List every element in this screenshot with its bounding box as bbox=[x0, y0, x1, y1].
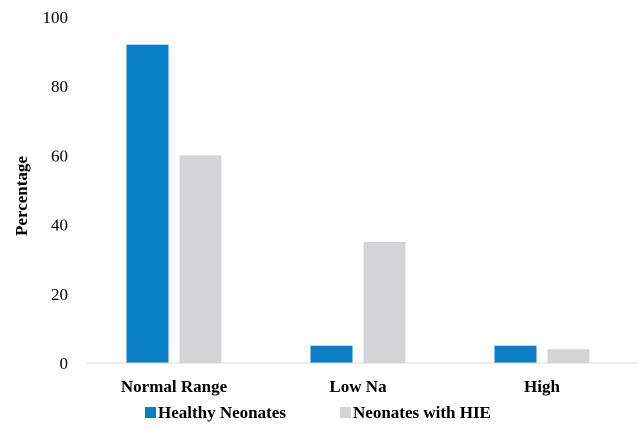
y-tick-label: 80 bbox=[51, 77, 68, 96]
x-axis-categories: Normal Range Low Na High bbox=[121, 377, 561, 396]
y-tick-label: 40 bbox=[51, 216, 68, 235]
y-tick-label: 0 bbox=[60, 354, 69, 373]
bar-hie-0 bbox=[179, 155, 222, 363]
y-tick-label: 100 bbox=[43, 8, 69, 27]
x-category-label: Low Na bbox=[329, 377, 387, 396]
bar-healthy-1 bbox=[310, 345, 353, 363]
bar-healthy-2 bbox=[494, 345, 537, 363]
bars bbox=[126, 44, 590, 364]
y-tick-label: 20 bbox=[51, 285, 68, 304]
legend-swatch bbox=[340, 407, 351, 418]
legend: Healthy Neonates Neonates with HIE bbox=[145, 403, 491, 422]
y-axis-ticks: 0 20 40 60 80 100 bbox=[43, 8, 69, 373]
legend-label: Neonates with HIE bbox=[353, 403, 491, 422]
legend-swatch bbox=[145, 407, 156, 418]
x-category-label: Normal Range bbox=[121, 377, 228, 396]
bar-hie-2 bbox=[547, 349, 590, 363]
bar-hie-1 bbox=[363, 241, 406, 363]
y-axis-label: Percentage bbox=[12, 156, 31, 236]
bar-healthy-0 bbox=[126, 44, 169, 364]
x-category-label: High bbox=[524, 377, 560, 396]
legend-label: Healthy Neonates bbox=[158, 403, 286, 422]
y-tick-label: 60 bbox=[51, 146, 68, 165]
